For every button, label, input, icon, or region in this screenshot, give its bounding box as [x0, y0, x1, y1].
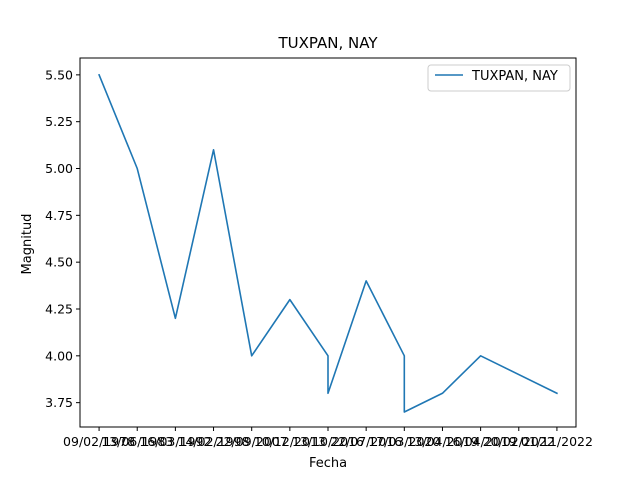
legend: TUXPAN, NAY — [427, 64, 571, 92]
y-tick-label: 5.50 — [45, 67, 73, 82]
y-axis-label: Magnitud — [20, 214, 35, 275]
x-tick-label: 13/04/2019 — [406, 434, 478, 449]
y-tick-label: 3.75 — [45, 395, 73, 410]
x-tick-label: 20/02/2022 — [483, 434, 555, 449]
x-tick-label: 01/11/2022 — [521, 434, 593, 449]
x-axis-ticks: 09/02/197813/06/198316/03/199214/02/1998… — [63, 427, 593, 449]
y-tick-label: 4.50 — [45, 255, 73, 270]
x-tick-label: 17/03/2020 — [368, 434, 440, 449]
y-tick-label: 4.25 — [45, 301, 73, 316]
x-tick-label: 13/06/1983 — [101, 434, 173, 449]
y-tick-label: 5.00 — [45, 161, 73, 176]
x-tick-label: 09/02/1978 — [63, 434, 135, 449]
x-tick-label: 22/09/2007 — [216, 434, 288, 449]
x-tick-label: 16/03/1992 — [139, 434, 211, 449]
x-tick-label: 13/10/2016 — [292, 434, 364, 449]
legend-label: TUXPAN, NAY — [471, 69, 558, 84]
y-axis-ticks: 3.75 4.00 4.25 4.50 4.75 5.00 5.25 5.50 — [45, 67, 80, 410]
x-tick-label: 22/07/2016 — [330, 434, 402, 449]
x-tick-label: 14/02/1998 — [178, 434, 250, 449]
legend-box — [427, 64, 571, 92]
y-tick-label: 4.75 — [45, 208, 73, 223]
x-tick-label: 10/12/2013 — [254, 434, 326, 449]
x-tick-label: 16/04/2019 — [445, 434, 517, 449]
y-tick-label: 5.25 — [45, 114, 73, 129]
x-axis-label: Fecha — [309, 456, 347, 471]
series-line — [98, 73, 558, 413]
y-tick-label: 4.00 — [45, 348, 73, 363]
chart-title: TUXPAN, NAY — [277, 34, 378, 52]
